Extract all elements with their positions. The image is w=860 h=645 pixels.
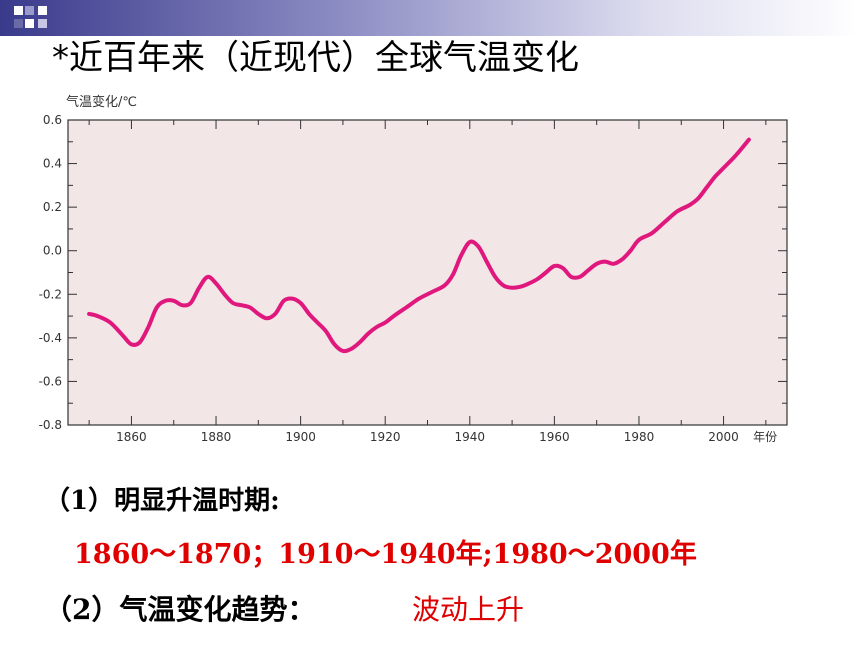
x-tick-label: 1900 [285, 430, 316, 444]
header-squares-decoration [14, 6, 47, 28]
y-tick-label: -0.4 [39, 331, 62, 345]
x-tick-label: 1880 [201, 430, 232, 444]
slide-title: *近百年来（近现代）全球气温变化 [52, 38, 579, 78]
header-gradient-bar [0, 0, 860, 36]
x-axis-label: 年份 [753, 430, 777, 444]
y-tick-label: 0.0 [43, 244, 62, 258]
y-tick-label: 0.2 [43, 200, 62, 214]
y-axis-label: 气温变化/℃ [66, 95, 137, 110]
y-tick-label: 0.6 [43, 113, 62, 127]
x-tick-label: 1980 [624, 430, 655, 444]
x-tick-label: 1940 [455, 430, 486, 444]
y-tick-label: 0.4 [43, 157, 62, 171]
x-tick-label: 1860 [116, 430, 147, 444]
y-tick-label: -0.8 [39, 418, 62, 432]
temperature-series-line [87, 137, 751, 354]
y-tick-label: -0.6 [39, 374, 62, 388]
answer-1: 1860～1870；1910～1940年;1980～2000年 [74, 539, 697, 570]
y-tick-label: -0.2 [39, 287, 62, 301]
x-tick-label: 2000 [708, 430, 739, 444]
plot-area [67, 119, 788, 426]
x-tick-label: 1920 [370, 430, 401, 444]
answer-2: 波动上升 [412, 593, 525, 626]
question-1: （1）明显升温时期: [44, 486, 280, 516]
temperature-chart: 0.6 0.4 0.2 0.0 -0.2 -0.4 -0.6 -0.8 1860 1880 1900… [39, 113, 788, 444]
question-2: （2）气温变化趋势： [44, 593, 316, 626]
x-tick-label: 1960 [539, 430, 570, 444]
